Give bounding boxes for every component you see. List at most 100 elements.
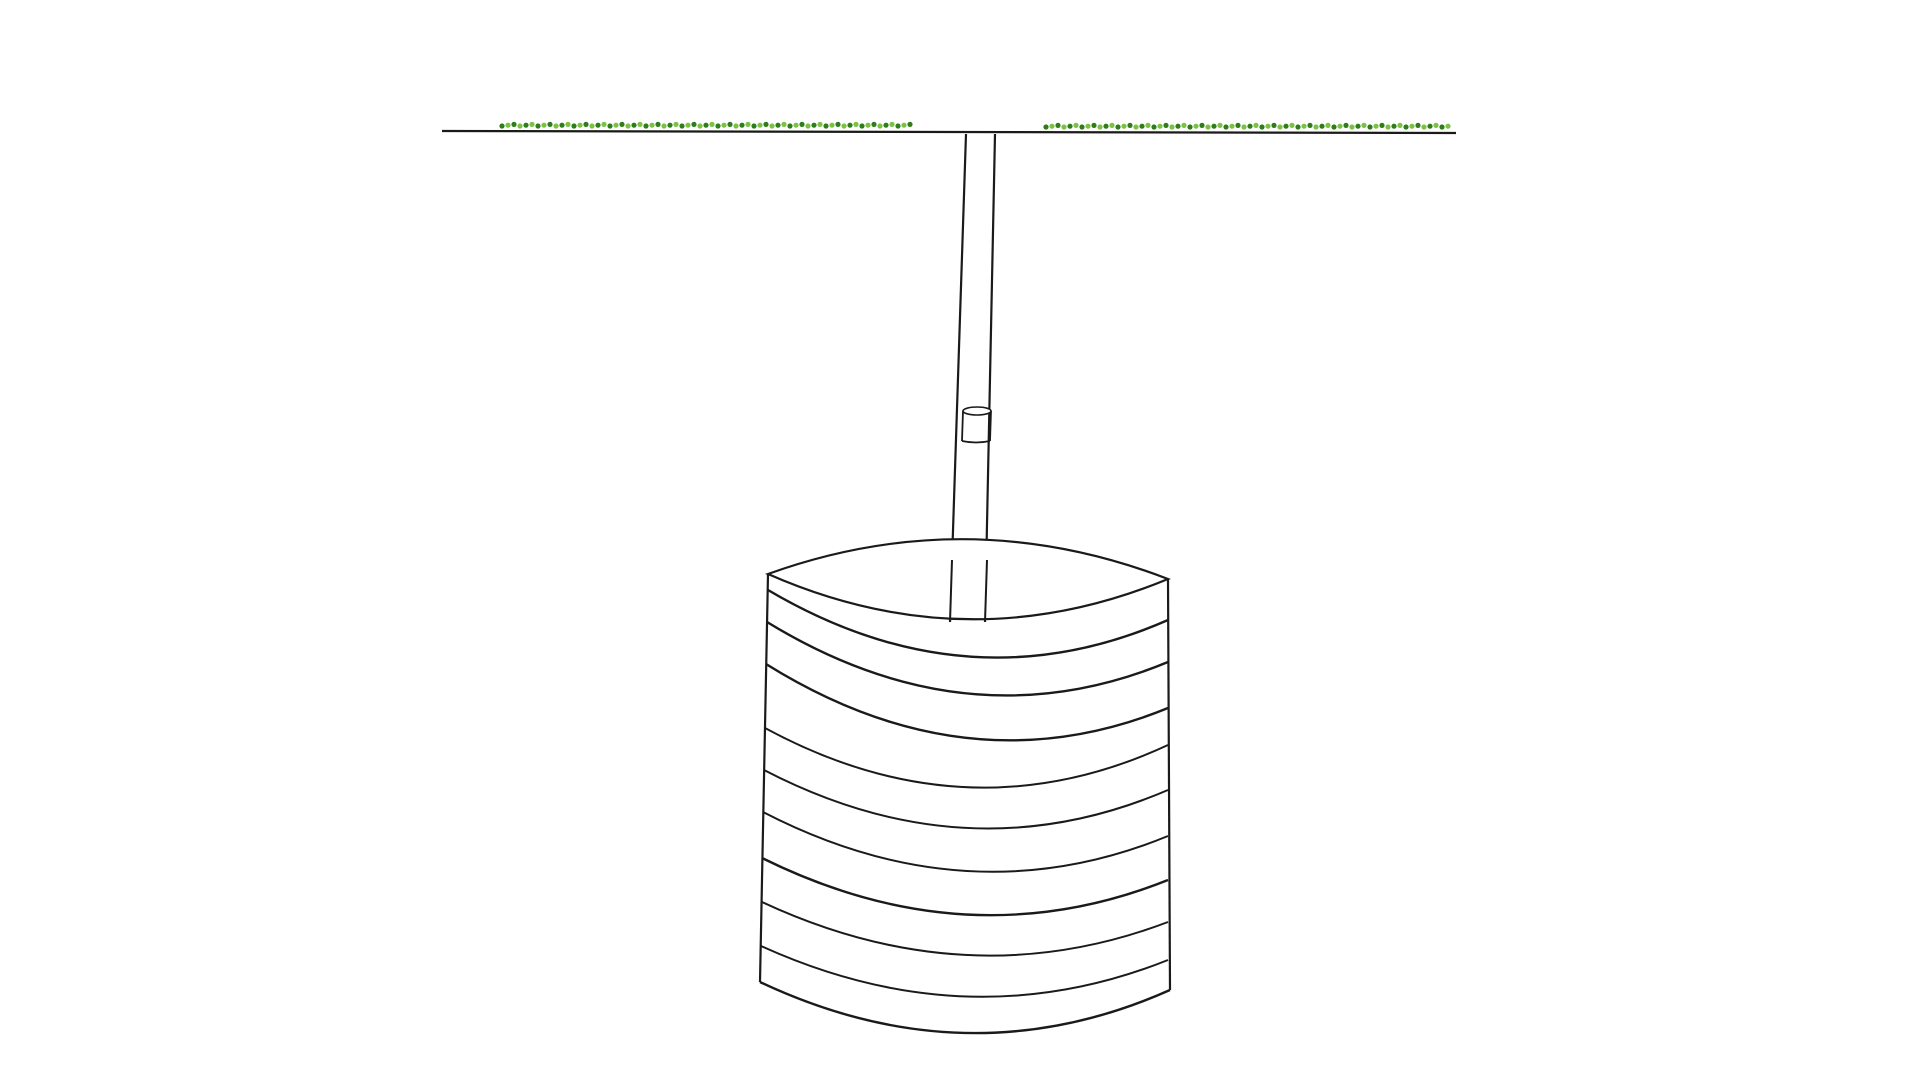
grass-tuft xyxy=(685,122,691,128)
grass-tuft xyxy=(835,121,841,127)
grass-tuft xyxy=(1421,124,1427,130)
grass-tuft xyxy=(1397,122,1403,128)
grass-tuft xyxy=(1109,122,1115,128)
grass-tuft xyxy=(799,121,805,127)
grass-tuft xyxy=(721,122,727,128)
coupling-bottom xyxy=(961,440,991,444)
grass-tuft xyxy=(1385,124,1391,130)
grass-tuft xyxy=(517,123,523,129)
grass-tuft xyxy=(1145,122,1151,128)
grass-tuft xyxy=(1373,123,1379,129)
ground-surface xyxy=(441,121,1457,135)
grass-tuft xyxy=(703,122,709,128)
grass-tuft xyxy=(1427,123,1433,129)
grass-tuft xyxy=(715,123,721,129)
grass-tuft xyxy=(1073,122,1079,128)
grass-tuft xyxy=(1223,124,1229,130)
grass-tuft xyxy=(1307,122,1313,128)
grass-tuft xyxy=(541,122,547,128)
grass-tuft xyxy=(787,123,793,129)
grass-tuft xyxy=(1283,123,1289,129)
grass-tuft xyxy=(1379,122,1385,128)
grass-tuft xyxy=(733,123,739,129)
grass-tuft xyxy=(1313,124,1319,130)
grass-tuft xyxy=(697,123,703,129)
grass-tuft xyxy=(775,122,781,128)
grass-tuft xyxy=(751,123,757,129)
grass-tuft xyxy=(1343,122,1349,128)
grass-tuft xyxy=(727,121,733,127)
pipe-coupling xyxy=(961,406,992,444)
stacked-rings xyxy=(758,538,1172,1035)
grass-tuft xyxy=(793,122,799,128)
grass-tuft xyxy=(1193,123,1199,129)
grass-tuft xyxy=(841,123,847,129)
grass-tuft xyxy=(1265,123,1271,129)
grass-tuft xyxy=(883,122,889,128)
grass-tuft xyxy=(853,121,859,127)
rings-top-rim xyxy=(765,538,1171,621)
grass-tuft xyxy=(625,123,631,129)
grass-tuft xyxy=(829,122,835,128)
grass-tuft xyxy=(1085,123,1091,129)
grass-tuft xyxy=(1337,123,1343,129)
ring-band-6 xyxy=(762,811,1169,873)
grass-tuft xyxy=(847,122,853,128)
pipe-inner-left xyxy=(949,559,953,623)
grass-tuft xyxy=(871,121,877,127)
grass-tuft xyxy=(595,122,601,128)
grass-tuft xyxy=(1415,122,1421,128)
grass-tuft xyxy=(523,122,529,128)
grass-tuft xyxy=(559,122,565,128)
grass-tuft xyxy=(739,122,745,128)
grass-tuft xyxy=(1175,123,1181,129)
grass-tuft xyxy=(1229,123,1235,129)
coupling-right xyxy=(989,410,992,442)
grass-tuft xyxy=(859,123,865,129)
grass-tuft xyxy=(607,123,613,129)
grass-tuft xyxy=(1211,123,1217,129)
grass-tuft xyxy=(643,123,649,129)
grass-tuft xyxy=(535,123,541,129)
grass-tuft xyxy=(1139,123,1145,129)
rings-bottom-edge xyxy=(759,980,1171,1035)
grass-tuft xyxy=(1349,124,1355,130)
grass-tuft xyxy=(745,121,751,127)
grass-tuft xyxy=(1271,122,1277,128)
grass-tuft xyxy=(763,121,769,127)
grass-tuft xyxy=(673,121,679,127)
grass-strip-right xyxy=(1043,122,1451,130)
grass-tuft xyxy=(583,121,589,127)
grass-tuft xyxy=(1241,124,1247,130)
grass-tuft xyxy=(1169,124,1175,130)
grass-tuft xyxy=(1247,123,1253,129)
grass-tuft xyxy=(529,121,535,127)
rings-left-wall xyxy=(758,573,770,983)
ring-band-7 xyxy=(761,856,1169,917)
grass-tuft xyxy=(1055,122,1061,128)
grass-tuft xyxy=(1115,124,1121,130)
grass-tuft xyxy=(637,121,643,127)
grass-tuft xyxy=(1163,122,1169,128)
pipe-inner-right xyxy=(984,559,988,623)
grass-tuft xyxy=(865,122,871,128)
grass-tuft xyxy=(1259,124,1265,130)
grass-tuft xyxy=(907,121,913,127)
grass-tuft xyxy=(655,121,661,127)
ring-band-2 xyxy=(766,620,1169,697)
grass-tuft xyxy=(1253,122,1259,128)
ring-band-9 xyxy=(760,945,1169,998)
grass-tuft xyxy=(1187,124,1193,130)
grass-tuft xyxy=(1409,123,1415,129)
grass-tuft xyxy=(1103,123,1109,129)
grass-strip-left xyxy=(499,121,913,129)
grass-tuft xyxy=(901,122,907,128)
grass-tuft xyxy=(1181,122,1187,128)
grass-tuft xyxy=(1235,122,1241,128)
grass-tuft xyxy=(1355,123,1361,129)
ring-band-1 xyxy=(767,588,1169,659)
ring-band-3 xyxy=(765,662,1169,742)
grass-tuft xyxy=(661,123,667,129)
grass-tuft xyxy=(877,123,883,129)
